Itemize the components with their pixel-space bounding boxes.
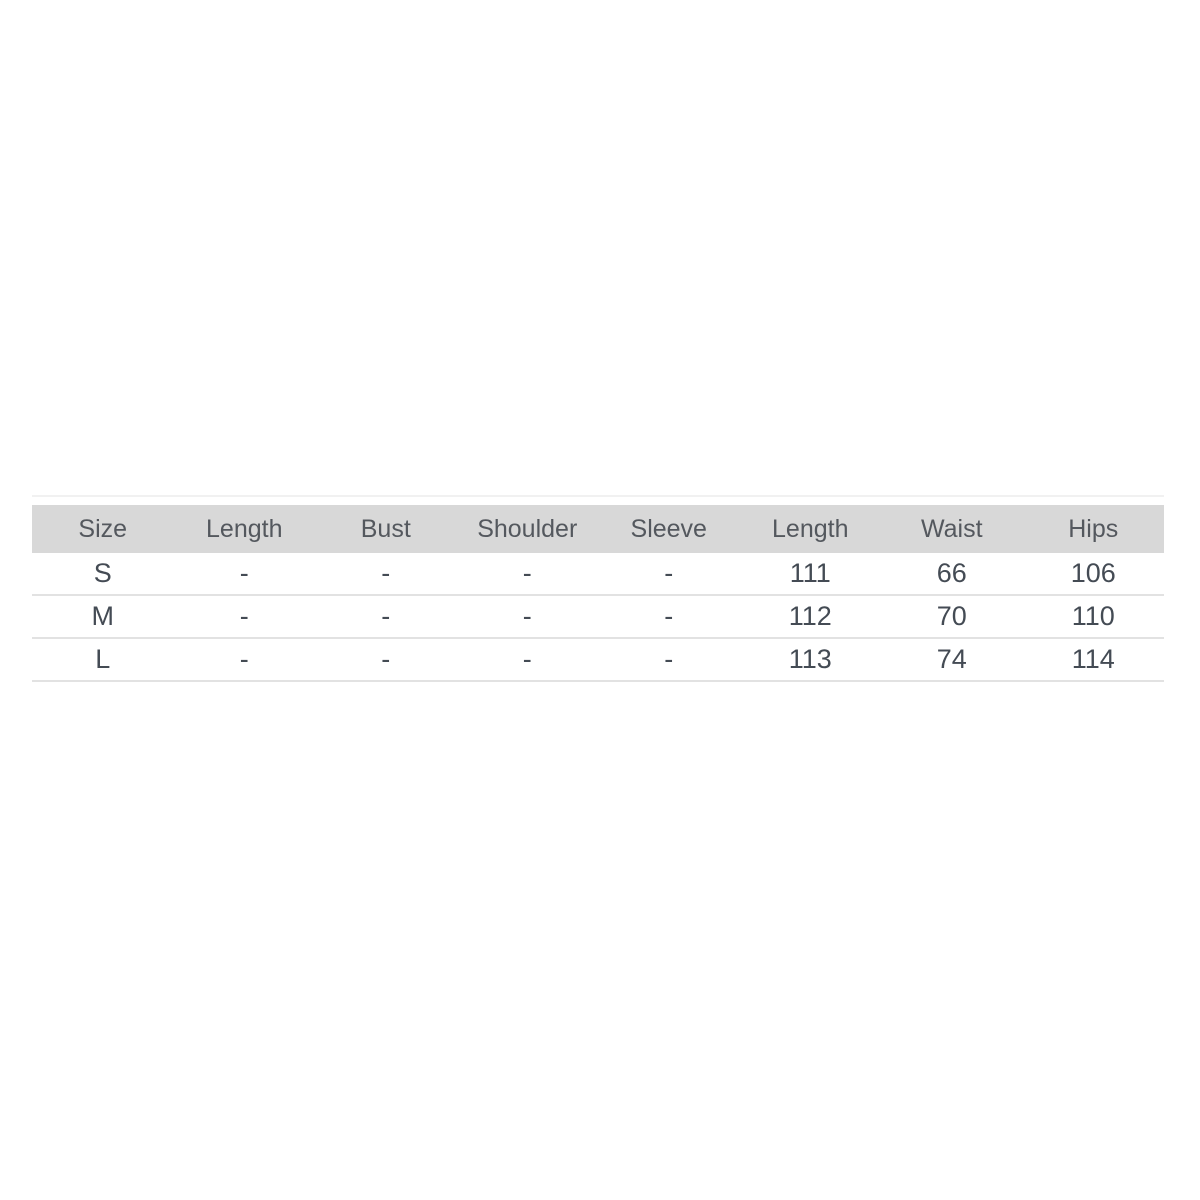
cell-hips: 106 xyxy=(1022,553,1164,596)
cell-sleeve: - xyxy=(598,638,740,682)
cell-size-label: M xyxy=(32,595,174,639)
cell-waist: 70 xyxy=(881,595,1023,639)
cell-sleeve: - xyxy=(598,595,740,639)
cell-waist: 66 xyxy=(881,553,1023,596)
cell-length: - xyxy=(173,638,315,682)
cell-shoulder: - xyxy=(456,595,598,639)
size-chart-body: S - - - - 111 66 106 M - - - - 112 70 11… xyxy=(32,553,1164,682)
column-header-length: Length xyxy=(173,505,315,553)
column-header-waist: Waist xyxy=(881,505,1023,553)
cell-bust: - xyxy=(315,553,457,596)
cell-sleeve: - xyxy=(598,553,740,596)
cell-length: - xyxy=(173,595,315,639)
size-chart-header: Size Length Bust Shoulder Sleeve Length … xyxy=(32,505,1164,553)
column-header-shoulder: Shoulder xyxy=(456,505,598,553)
table-row-l: L - - - - 113 74 114 xyxy=(32,638,1164,682)
cell-size-label: S xyxy=(32,553,174,596)
table-row-s: S - - - - 111 66 106 xyxy=(32,553,1164,596)
cell-shoulder: - xyxy=(456,553,598,596)
column-header-hips: Hips xyxy=(1022,505,1164,553)
column-header-sleeve: Sleeve xyxy=(598,505,740,553)
cell-length-2: 112 xyxy=(739,595,881,639)
top-divider-rule xyxy=(32,495,1164,497)
cell-length-2: 111 xyxy=(739,553,881,596)
column-header-size: Size xyxy=(32,505,174,553)
header-row: Size Length Bust Shoulder Sleeve Length … xyxy=(32,505,1164,553)
cell-bust: - xyxy=(315,595,457,639)
cell-size-label: L xyxy=(32,638,174,682)
cell-length-2: 113 xyxy=(739,638,881,682)
cell-length: - xyxy=(173,553,315,596)
column-header-length-2: Length xyxy=(739,505,881,553)
cell-bust: - xyxy=(315,638,457,682)
column-header-bust: Bust xyxy=(315,505,457,553)
cell-shoulder: - xyxy=(456,638,598,682)
size-chart-table: Size Length Bust Shoulder Sleeve Length … xyxy=(32,505,1164,682)
cell-hips: 114 xyxy=(1022,638,1164,682)
cell-hips: 110 xyxy=(1022,595,1164,639)
table-row-m: M - - - - 112 70 110 xyxy=(32,595,1164,639)
cell-waist: 74 xyxy=(881,638,1023,682)
size-chart: Size Length Bust Shoulder Sleeve Length … xyxy=(32,495,1164,682)
